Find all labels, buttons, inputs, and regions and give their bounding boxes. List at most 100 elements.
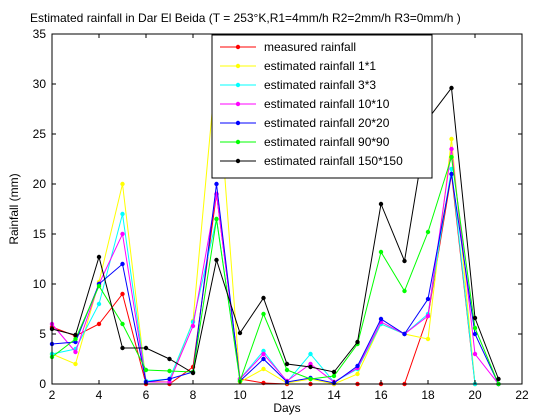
data-point bbox=[425, 229, 431, 235]
data-point bbox=[472, 331, 478, 337]
data-point bbox=[355, 371, 360, 377]
data-point bbox=[190, 370, 196, 376]
data-point bbox=[308, 376, 313, 382]
x-axis-title: Days bbox=[273, 401, 300, 415]
data-point bbox=[402, 258, 407, 264]
y-tick-label: 10 bbox=[33, 277, 47, 291]
data-point bbox=[167, 368, 172, 374]
x-tick-label: 2 bbox=[49, 388, 56, 402]
legend-item: estimated rainfall 3*3 bbox=[220, 78, 376, 92]
legend-item: estimated rainfall 1*1 bbox=[220, 59, 376, 73]
data-point bbox=[402, 288, 407, 294]
legend-label: estimated rainfall 90*90 bbox=[264, 135, 390, 149]
data-point bbox=[96, 321, 102, 327]
data-point bbox=[261, 366, 266, 372]
x-tick-label: 4 bbox=[96, 388, 103, 402]
data-point bbox=[214, 216, 219, 222]
y-tick-label: 35 bbox=[33, 27, 47, 41]
series-line bbox=[51, 168, 499, 385]
legend-label: estimated rainfall 3*3 bbox=[264, 78, 376, 92]
data-point bbox=[449, 171, 454, 177]
data-point bbox=[143, 345, 149, 351]
data-point bbox=[472, 351, 478, 357]
data-point bbox=[425, 336, 431, 342]
y-tick-label: 30 bbox=[33, 77, 47, 91]
data-point bbox=[73, 336, 78, 342]
data-point bbox=[308, 351, 313, 357]
data-point bbox=[449, 154, 454, 160]
data-point bbox=[167, 356, 172, 362]
data-point bbox=[331, 369, 337, 375]
data-point bbox=[214, 181, 219, 187]
legend-label: estimated rainfall 1*1 bbox=[264, 59, 376, 73]
data-point bbox=[120, 231, 125, 237]
legend-label: estimated rainfall 150*150 bbox=[264, 154, 403, 168]
data-point bbox=[261, 351, 266, 357]
legend-item: estimated rainfall 10*10 bbox=[220, 97, 390, 111]
data-point bbox=[472, 315, 478, 321]
x-tick-label: 10 bbox=[233, 388, 247, 402]
legend-item: estimated rainfall 150*150 bbox=[220, 154, 403, 168]
data-point bbox=[261, 295, 266, 301]
legend-marker bbox=[235, 101, 241, 107]
data-point bbox=[261, 311, 266, 317]
data-point bbox=[425, 313, 431, 319]
data-point bbox=[120, 345, 125, 351]
data-point bbox=[402, 331, 407, 337]
x-tick-label: 14 bbox=[327, 388, 341, 402]
y-tick-label: 20 bbox=[33, 177, 47, 191]
series-line bbox=[51, 173, 499, 385]
data-point bbox=[73, 332, 78, 338]
data-point bbox=[120, 261, 125, 267]
series-line bbox=[51, 156, 499, 385]
data-point bbox=[143, 367, 149, 373]
legend-box bbox=[211, 34, 433, 179]
legend-marker bbox=[235, 158, 241, 164]
data-point bbox=[120, 211, 125, 217]
data-point bbox=[284, 361, 290, 367]
x-tick-label: 8 bbox=[190, 388, 197, 402]
data-point bbox=[261, 380, 266, 386]
legend-item: measured rainfall bbox=[220, 40, 356, 54]
data-point bbox=[73, 349, 78, 355]
data-point bbox=[120, 321, 125, 327]
data-point bbox=[308, 364, 313, 370]
data-point bbox=[190, 323, 196, 329]
data-point bbox=[425, 296, 431, 302]
data-point bbox=[214, 257, 219, 263]
data-point bbox=[449, 85, 454, 91]
data-point bbox=[237, 330, 243, 336]
y-tick-label: 0 bbox=[39, 377, 46, 391]
x-tick-label: 20 bbox=[468, 388, 482, 402]
data-point bbox=[449, 146, 454, 152]
data-point bbox=[378, 316, 384, 322]
legend-marker bbox=[235, 139, 241, 145]
legend-marker bbox=[235, 120, 241, 126]
legend-label: measured rainfall bbox=[264, 40, 356, 54]
data-point bbox=[355, 339, 360, 345]
legend: measured rainfall estimated rainfall 1*1 e… bbox=[211, 34, 433, 179]
data-point bbox=[378, 249, 384, 255]
data-point bbox=[331, 373, 337, 379]
legend-item: estimated rainfall 90*90 bbox=[220, 135, 390, 149]
data-point bbox=[496, 376, 501, 382]
data-point bbox=[120, 181, 125, 187]
x-tick-label: 18 bbox=[421, 388, 435, 402]
data-point bbox=[449, 136, 454, 142]
data-point bbox=[167, 376, 172, 382]
axis-layer: 2 4 6 8 10 12 14 16 18 20 22 0 5 10 15 20 25 30 35 bbox=[33, 27, 529, 402]
data-point bbox=[472, 325, 478, 331]
y-tick-label: 25 bbox=[33, 127, 47, 141]
legend-marker bbox=[235, 63, 241, 69]
data-point bbox=[73, 361, 78, 367]
data-point bbox=[96, 301, 102, 307]
chart-title: Estimated rainfall in Dar El Beida (T = … bbox=[30, 11, 461, 25]
data-point bbox=[96, 254, 102, 260]
legend-marker bbox=[235, 82, 241, 88]
data-point bbox=[96, 283, 102, 289]
data-point bbox=[355, 363, 360, 369]
legend-item: estimated rainfall 20*20 bbox=[220, 116, 390, 130]
series-layer bbox=[49, 61, 501, 387]
data-point bbox=[284, 367, 290, 373]
